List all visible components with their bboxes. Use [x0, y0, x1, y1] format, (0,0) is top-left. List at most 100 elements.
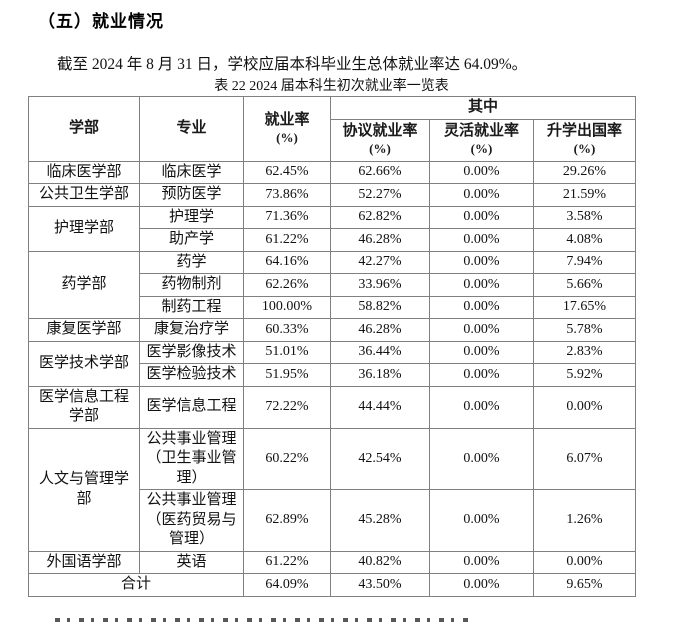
rate-cell: 5.92% [533, 363, 636, 387]
rate-cell: 62.45% [243, 160, 331, 184]
rate-cell: 0.00% [429, 385, 534, 429]
major-cell: 制药工程 [139, 295, 244, 319]
table-row: 助产学 61.22% 46.28% 0.00% 4.08% [29, 228, 636, 252]
header-major: 专业 [139, 96, 244, 162]
faculty-cell: 康复医学部 [28, 318, 140, 342]
rate-cell: 7.94% [533, 250, 636, 274]
header-agreement-rate-label: 协议就业率 [342, 122, 418, 139]
employment-table-header: 学部 专业 就业率 (%) 其中 协议就业率 (%) 灵活就业率 (%) [28, 96, 636, 162]
total-rate-cell: 0.00% [429, 573, 534, 597]
rate-cell: 45.28% [330, 489, 430, 552]
total-rate-cell: 64.09% [243, 573, 331, 597]
employment-table: 学部 专业 就业率 (%) 其中 协议就业率 (%) 灵活就业率 (%) [28, 96, 636, 597]
rate-cell: 62.89% [243, 489, 331, 552]
major-cell: 医学信息工程 [139, 385, 244, 429]
rate-cell: 60.22% [243, 427, 331, 490]
rate-cell: 61.22% [243, 228, 331, 252]
rate-cell: 0.00% [429, 183, 534, 207]
header-major-label: 专业 [176, 120, 207, 136]
rate-cell: 61.22% [243, 550, 331, 574]
rate-cell: 73.86% [243, 183, 331, 207]
header-further-study-rate-unit: (%) [573, 141, 596, 157]
rate-cell: 0.00% [429, 205, 534, 229]
faculty-cell: 医学信息工程学部 [28, 385, 140, 429]
total-rate-cell: 9.65% [533, 573, 636, 597]
rate-cell: 44.44% [330, 385, 430, 429]
faculty-cell: 药学部 [28, 250, 140, 319]
rate-cell: 0.00% [429, 295, 534, 319]
table-row: 公共卫生学部 预防医学 73.86% 52.27% 0.00% 21.59% [28, 183, 636, 207]
rate-cell: 0.00% [429, 340, 534, 364]
table-caption: 表 22 2024 届本科生初次就业率一览表 [214, 79, 449, 94]
table-row: 外国语学部 英语 61.22% 40.82% 0.00% 0.00% [28, 550, 636, 574]
rate-cell: 62.82% [330, 205, 430, 229]
rate-cell: 0.00% [429, 550, 534, 574]
rate-cell: 72.22% [243, 385, 331, 429]
major-cell: 医学影像技术 [139, 340, 244, 364]
header-employment-rate-unit: (%) [276, 130, 298, 146]
table-row: 药物制剂 62.26% 33.96% 0.00% 5.66% [29, 273, 636, 297]
header-row-top: 学部 专业 就业率 (%) 其中 [28, 96, 636, 162]
rate-cell: 51.01% [243, 340, 331, 364]
rate-cell: 42.54% [330, 427, 430, 490]
header-flexible-rate-unit: (%) [470, 141, 493, 157]
total-rate-cell: 43.50% [330, 573, 430, 597]
rate-cell: 36.44% [330, 340, 430, 364]
major-cell: 药物制剂 [139, 273, 244, 297]
rate-cell: 5.66% [533, 273, 636, 297]
table-row: 药学部 药学 64.16% 42.27% 0.00% 7.94% [28, 250, 636, 319]
total-row: 合计 64.09% 43.50% 0.00% 9.65% [28, 573, 636, 597]
header-further-study-rate: 升学出国率 (%) [533, 118, 636, 162]
faculty-cell: 外国语学部 [28, 550, 140, 574]
header-row-sub: 协议就业率 (%) 灵活就业率 (%) 升学出国率 (%) [29, 118, 636, 162]
faculty-cell: 公共卫生学部 [28, 183, 140, 207]
major-cell: 康复治疗学 [139, 318, 244, 342]
table-row: 医学信息工程学部 医学信息工程 72.22% 44.44% 0.00% 0.00% [28, 385, 636, 429]
section-heading: （五）就业情况 [38, 12, 164, 31]
faculty-cell: 人文与管理学部 [28, 427, 140, 552]
faculty-cell: 护理学部 [28, 205, 140, 252]
major-cell: 公共事业管理（医药贸易与管理） [139, 489, 244, 552]
rate-cell: 64.16% [243, 250, 331, 274]
table-row: 公共事业管理（医药贸易与管理） 62.89% 45.28% 0.00% 1.26% [29, 489, 636, 552]
rate-cell: 0.00% [429, 489, 534, 552]
header-agreement-rate-unit: (%) [369, 141, 391, 157]
rate-cell: 40.82% [330, 550, 430, 574]
header-among-which-label: 其中 [467, 99, 498, 115]
rate-cell: 46.28% [330, 228, 430, 252]
clipped-text-line [55, 618, 473, 622]
rate-cell: 0.00% [429, 228, 534, 252]
major-cell: 药学 [139, 250, 244, 274]
rate-cell: 0.00% [533, 550, 636, 574]
rate-cell: 0.00% [533, 385, 636, 429]
rate-cell: 52.27% [330, 183, 430, 207]
rate-cell: 60.33% [243, 318, 331, 342]
faculty-cell: 临床医学部 [28, 160, 140, 184]
total-label-cell: 合计 [28, 573, 244, 597]
major-cell: 临床医学 [139, 160, 244, 184]
header-faculty: 学部 [28, 96, 140, 162]
rate-cell: 3.58% [533, 205, 636, 229]
rate-cell: 71.36% [243, 205, 331, 229]
table-row: 医学技术学部 医学影像技术 51.01% 36.44% 0.00% 2.83% [28, 340, 636, 387]
rate-cell: 58.82% [330, 295, 430, 319]
major-cell: 预防医学 [139, 183, 244, 207]
table-row: 临床医学部 临床医学 62.45% 62.66% 0.00% 29.26% [28, 160, 636, 184]
header-employment-rate: 就业率 (%) [243, 96, 331, 162]
major-cell: 英语 [139, 550, 244, 574]
table-row: 康复医学部 康复治疗学 60.33% 46.28% 0.00% 5.78% [28, 318, 636, 342]
faculty-cell: 医学技术学部 [28, 340, 140, 387]
rate-cell: 36.18% [330, 363, 430, 387]
table-row: 制药工程 100.00% 58.82% 0.00% 17.65% [29, 295, 636, 319]
rate-cell: 1.26% [533, 489, 636, 552]
rate-cell: 33.96% [330, 273, 430, 297]
rate-cell: 62.26% [243, 273, 331, 297]
rate-cell: 17.65% [533, 295, 636, 319]
rate-cell: 62.66% [330, 160, 430, 184]
rate-cell: 0.00% [429, 427, 534, 490]
rate-cell: 5.78% [533, 318, 636, 342]
intro-paragraph: 截至 2024 年 8 月 31 日，学校应届本科毕业生总体就业率达 64.09… [57, 56, 528, 73]
rate-cell: 0.00% [429, 250, 534, 274]
header-faculty-label: 学部 [68, 120, 99, 136]
rate-cell: 42.27% [330, 250, 430, 274]
